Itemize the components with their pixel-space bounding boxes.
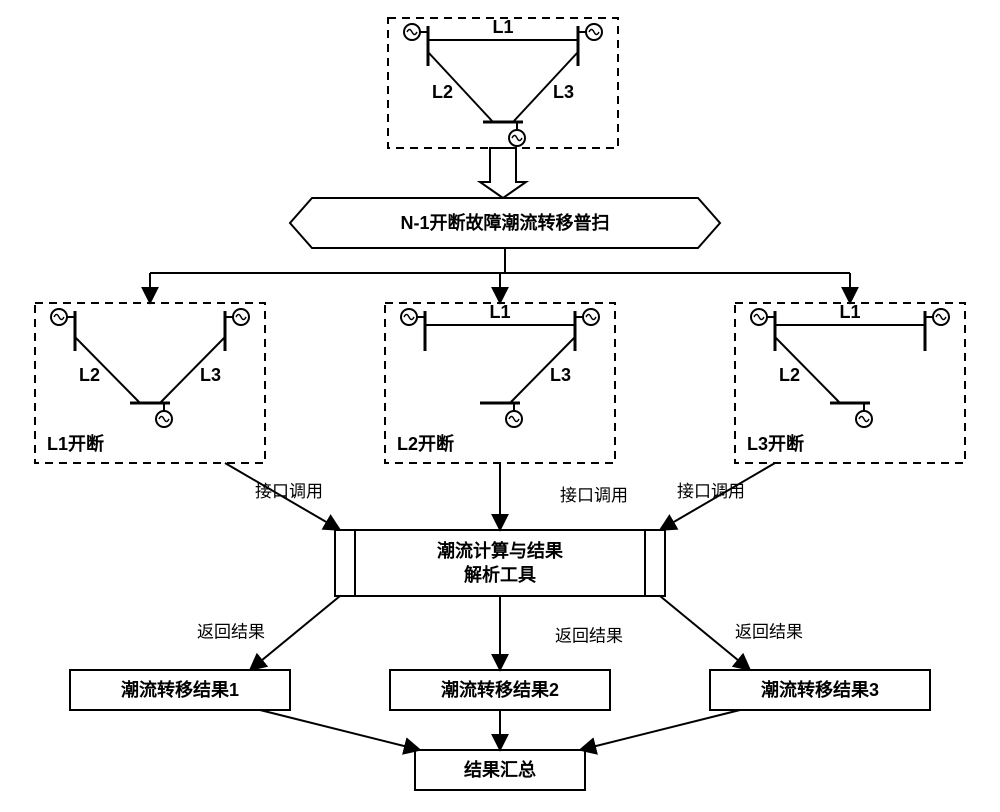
svg-text:潮流转移结果2: 潮流转移结果2 (441, 679, 559, 700)
label-call-2: 接口调用 (560, 486, 628, 505)
block-arrow-top (480, 148, 526, 198)
circuit-caption: L3开断 (747, 433, 804, 454)
line-label-L2: L2 (79, 365, 100, 385)
svg-text:解析工具: 解析工具 (464, 564, 536, 585)
line-label-L1: L1 (839, 302, 860, 322)
svg-text:结果汇总: 结果汇总 (464, 759, 536, 780)
circuit-L1: L2 L3 L1开断 (35, 303, 265, 463)
svg-text:N-1开断故障潮流转移普扫: N-1开断故障潮流转移普扫 (400, 212, 609, 233)
svg-text:潮流转移结果1: 潮流转移结果1 (121, 679, 239, 700)
circuit-L3: L1 L2 L3开断 (735, 302, 965, 463)
circuit-caption: L1开断 (47, 433, 104, 454)
arrow-sum-1 (260, 710, 420, 750)
line-label-L2: L2 (779, 365, 800, 385)
result-3: 潮流转移结果3 (710, 670, 930, 710)
tool-box: 潮流计算与结果解析工具 (335, 530, 665, 596)
line-label-L3: L3 (550, 365, 571, 385)
line-label-L2: L2 (432, 82, 453, 102)
circuit-L2: L1 L3 L2开断 (385, 302, 615, 463)
result-2: 潮流转移结果2 (390, 670, 610, 710)
arrow-sum-3 (580, 710, 740, 750)
circuit-top: L1 L2 L3 (388, 17, 618, 148)
label-call-3: 接口调用 (677, 482, 745, 501)
line-label-L1: L1 (489, 302, 510, 322)
circuit-caption: L2开断 (397, 433, 454, 454)
label-ret-2: 返回结果 (555, 626, 623, 645)
svg-text:潮流计算与结果: 潮流计算与结果 (437, 540, 564, 561)
label-ret-3: 返回结果 (735, 622, 803, 641)
line-label-L3: L3 (200, 365, 221, 385)
result-1: 潮流转移结果1 (70, 670, 290, 710)
line-label-L3: L3 (553, 82, 574, 102)
hex-step: N-1开断故障潮流转移普扫 (290, 198, 720, 248)
label-call-1: 接口调用 (255, 482, 323, 501)
summary-box: 结果汇总 (415, 750, 585, 790)
label-ret-1: 返回结果 (197, 622, 265, 641)
svg-text:潮流转移结果3: 潮流转移结果3 (761, 679, 879, 700)
line-label-L1: L1 (492, 17, 513, 37)
